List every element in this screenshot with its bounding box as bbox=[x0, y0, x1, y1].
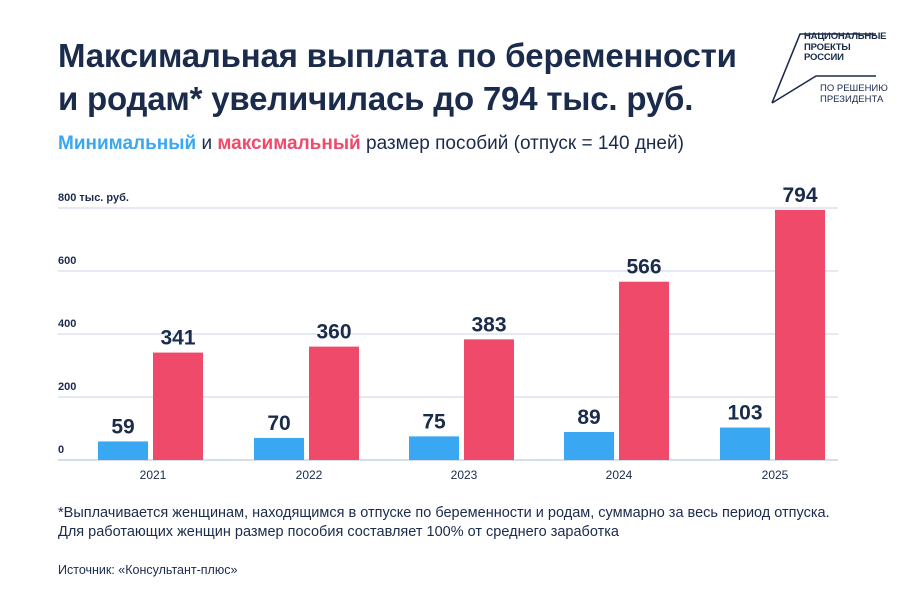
x-tick-label-2024: 2024 bbox=[606, 468, 633, 482]
y-tick-label-0: 0 bbox=[58, 444, 64, 456]
subtitle-rest: размер пособий (отпуск = 140 дней) bbox=[360, 133, 684, 154]
subtitle-and: и bbox=[196, 133, 218, 154]
label-min-2023: 75 bbox=[422, 410, 446, 433]
logo-line-4: ПО РЕШЕНИЮ bbox=[820, 83, 888, 94]
label-max-2022: 360 bbox=[316, 321, 351, 344]
label-max-2024: 566 bbox=[626, 256, 661, 279]
logo-line-2: ПРОЕКТЫ bbox=[804, 41, 851, 53]
bar-max-2023 bbox=[464, 339, 514, 460]
x-tick-label-2025: 2025 bbox=[762, 468, 789, 482]
label-max-2021: 341 bbox=[160, 327, 195, 350]
x-tick-label-2021: 2021 bbox=[140, 468, 167, 482]
bar-min-2025 bbox=[720, 427, 770, 460]
chart-subtitle: Минимальный и максимальный размер пособи… bbox=[58, 132, 684, 156]
x-tick-label-2022: 2022 bbox=[296, 468, 323, 482]
legend-max: максимальный bbox=[217, 133, 361, 154]
bar-min-2024 bbox=[564, 431, 614, 460]
bar-min-2022 bbox=[254, 437, 304, 460]
logo-line-1: НАЦИОНАЛЬНЫЕ bbox=[804, 31, 887, 42]
national-projects-logo: НАЦИОНАЛЬНЫЕ ПРОЕКТЫ РОССИИ ПО РЕШЕНИЮ П… bbox=[768, 30, 888, 110]
logo-line-5: ПРЕЗИДЕНТА bbox=[820, 93, 884, 105]
y-tick-label-400: 400 bbox=[58, 318, 76, 330]
source-note: Источник: «Консультант-плюс» bbox=[58, 563, 238, 577]
footnote: *Выплачивается женщинам, находящимся в о… bbox=[58, 505, 830, 540]
label-min-2024: 89 bbox=[577, 406, 600, 429]
bar-chart: 0 200 400 600 800 тыс. руб. 59 341 2021 70 360 202… bbox=[58, 184, 838, 482]
label-min-2025: 103 bbox=[727, 402, 762, 425]
logo-caption: ПО РЕШЕНИЮ ПРЕЗИДЕНТА bbox=[820, 83, 888, 105]
bar-min-2023 bbox=[409, 436, 459, 460]
legend-min: Минимальный bbox=[58, 133, 197, 154]
logo-line-3: РОССИИ bbox=[804, 52, 844, 63]
label-max-2025: 794 bbox=[782, 184, 817, 207]
y-tick-label-800: 800 тыс. руб. bbox=[58, 192, 129, 204]
label-min-2021: 59 bbox=[111, 415, 134, 438]
bar-max-2024 bbox=[619, 281, 669, 460]
label-max-2023: 383 bbox=[471, 313, 506, 336]
bar-max-2022 bbox=[309, 346, 359, 460]
logo-title: НАЦИОНАЛЬНЫЕ ПРОЕКТЫ РОССИИ bbox=[804, 31, 887, 64]
y-tick-label-600: 600 bbox=[58, 255, 76, 267]
bar-min-2021 bbox=[98, 441, 148, 460]
logo-mark-icon bbox=[771, 33, 876, 104]
label-min-2022: 70 bbox=[267, 412, 290, 435]
title-line-1: Максимальная выплата по беременности bbox=[58, 37, 737, 74]
x-tick-label-2023: 2023 bbox=[451, 468, 478, 482]
page-title: Максимальная выплата по беременности и р… bbox=[58, 34, 758, 120]
y-tick-label-200: 200 bbox=[58, 381, 76, 393]
title-line-2: и родам* увеличилась до 794 тыс. руб. bbox=[58, 80, 694, 117]
bar-max-2025 bbox=[775, 209, 825, 460]
bar-max-2021 bbox=[153, 352, 203, 460]
